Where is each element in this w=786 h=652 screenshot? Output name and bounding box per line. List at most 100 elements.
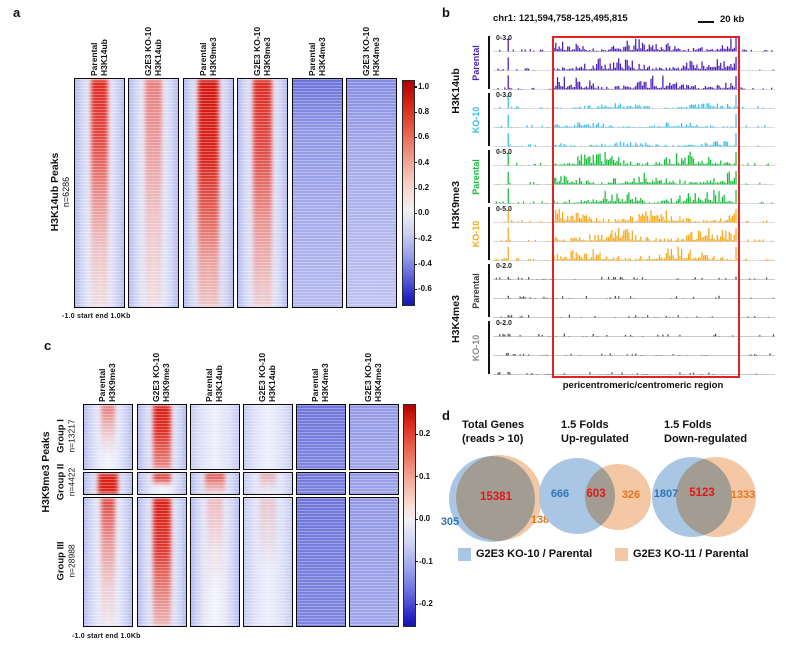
genome-track-lane <box>493 132 775 147</box>
venn-count-left: 666 <box>550 488 570 500</box>
group-name: Group I <box>55 419 67 453</box>
heatmap-noise <box>244 473 292 494</box>
genome-track-lane <box>493 208 775 223</box>
panel-a-heatmap-column <box>128 78 179 308</box>
heatmap-center-band <box>260 498 276 626</box>
group-name: Group II <box>55 463 67 501</box>
panel-c-label: c <box>44 338 52 353</box>
venn-title-line: 1.5 Folds <box>561 419 609 431</box>
heatmap-center-band <box>153 498 171 626</box>
panel-a-column-header-line: G2E3 KO-10 <box>142 26 153 76</box>
track-condition-label: KO-10 <box>471 106 481 133</box>
heatmap-base <box>191 498 239 626</box>
panel-c-heatmap-cell <box>137 472 187 495</box>
panel-a-column-header-line: H3K4me3 <box>316 37 327 76</box>
venn-title: Total Genes (reads > 10) <box>462 419 524 446</box>
venn-diagram: 1807 5123 1333 <box>648 452 774 544</box>
venn-title: 1.5 Folds Up-regulated <box>561 419 629 446</box>
panel-c-row-label: H3K9me3 Peaks <box>40 431 52 513</box>
track-condition-label: KO-10 <box>471 334 481 361</box>
colorbar-tick-mark <box>414 238 417 240</box>
venn-title-line: Up-regulated <box>561 432 629 445</box>
panel-a-column-header: G2E3 KO-10 H3K9me3 <box>252 27 272 76</box>
panel-c-column-header: G2E3 KO-10 H3K9me3 <box>151 353 171 402</box>
venn-count-center: 15381 <box>480 491 512 503</box>
colorbar-tick-label: 0.1 <box>419 471 431 481</box>
panel-a-column-header-line: G2E3 KO-10 <box>251 26 262 76</box>
panel-c-column-header-line: H3K4me3 <box>320 363 330 402</box>
heatmap-noise <box>293 79 342 307</box>
panel-a-heatmap-ticks <box>346 307 395 312</box>
venn-count-center: 5123 <box>689 487 715 499</box>
colorbar-tick-mark <box>414 263 417 265</box>
venn-title-line: (reads > 10) <box>462 432 524 445</box>
track-condition-label: Parental <box>471 44 481 81</box>
colorbar-tick-label: -0.4 <box>418 259 432 268</box>
panel-a-column-header: G2E3 KO-10 H3K4me3 <box>361 27 381 76</box>
heatmap-noise <box>84 405 132 469</box>
heatmap-center-band <box>252 79 273 307</box>
heatmap-noise <box>297 473 345 494</box>
track-group-bracket <box>488 36 490 89</box>
panel-c-column-header-line: H3K4me3 <box>373 363 383 402</box>
venn-title-line: 1.5 Folds <box>664 419 712 431</box>
venn-circle-ko11 <box>676 457 756 537</box>
heatmap-center-band <box>144 79 163 307</box>
panel-a-column-header-line: G2E3 KO-10 <box>360 26 371 76</box>
heatmap-noise <box>184 79 233 307</box>
venn-circle-ko11 <box>456 455 542 541</box>
panel-a-column-header-line: Parental <box>197 42 208 76</box>
panel-d-label: d <box>442 408 450 423</box>
heatmap-noise <box>191 473 239 494</box>
heatmap-noise <box>244 405 292 469</box>
histone-mark-label: H3K4me3 <box>450 295 462 343</box>
colorbar-tick-mark <box>414 187 417 189</box>
panel-c-heatmap-cell <box>243 404 293 470</box>
panel-c-column-header: G2E3 KO-10 H3K14ub <box>257 353 277 402</box>
heatmap-noise <box>244 498 292 626</box>
panel-c-heatmap-ticks <box>190 626 238 631</box>
colorbar-tick-label: -0.2 <box>419 599 433 609</box>
panel-a-colorbar <box>402 80 415 306</box>
genome-track-lane <box>493 37 775 52</box>
track-group-bracket <box>488 93 490 146</box>
legend-swatch <box>615 548 628 561</box>
colorbar-tick-label: 0.4 <box>418 157 430 167</box>
heatmap-noise <box>129 79 178 307</box>
track-range-label: 0-3.0 <box>496 34 512 42</box>
panel-c-column-header-line: G2E3 KO-10 <box>363 352 373 402</box>
colorbar-tick-mark <box>414 288 417 290</box>
panel-c-heatmap-cell <box>190 472 240 495</box>
colorbar-tick-label: -0.6 <box>418 284 432 294</box>
heatmap-noise <box>350 405 398 469</box>
panel-a-heatmap-ticks <box>128 307 177 312</box>
track-range-label: 0-5.0 <box>496 205 512 213</box>
heatmap-noise <box>350 473 398 494</box>
heatmap-center-band <box>259 473 277 494</box>
panel-c-column-header-line: Parental <box>204 368 214 402</box>
colorbar-tick-label: 0.0 <box>419 514 431 524</box>
panel-a-column-header-line: Parental <box>88 42 99 76</box>
panel-a-heatmap-ticks <box>237 307 286 312</box>
panel-a-label: a <box>13 5 21 20</box>
venn-diagram: 666 603 326 <box>539 452 652 544</box>
venn-count-center: 603 <box>586 488 606 500</box>
genome-track-lane <box>493 151 775 166</box>
venn-title-line: Down-regulated <box>664 432 748 445</box>
heatmap-base <box>350 405 398 469</box>
panel-c-heatmap-ticks <box>137 626 185 631</box>
genome-track-lane <box>493 227 775 242</box>
panel-c-heatmap-cell <box>243 472 293 495</box>
genome-track-lane <box>493 56 775 71</box>
panel-c-column-header-line: H3K9me3 <box>161 363 171 402</box>
panel-c-heatmap-cell <box>190 497 240 627</box>
colorbar-tick-mark <box>414 136 417 139</box>
group-name: Group III <box>55 541 67 581</box>
heatmap-noise <box>191 498 239 626</box>
venn-circle-ko11 <box>585 464 651 530</box>
heatmap-noise <box>238 79 287 307</box>
heatmap-center-band <box>100 498 116 626</box>
colorbar-tick-label: 0.2 <box>419 429 431 439</box>
